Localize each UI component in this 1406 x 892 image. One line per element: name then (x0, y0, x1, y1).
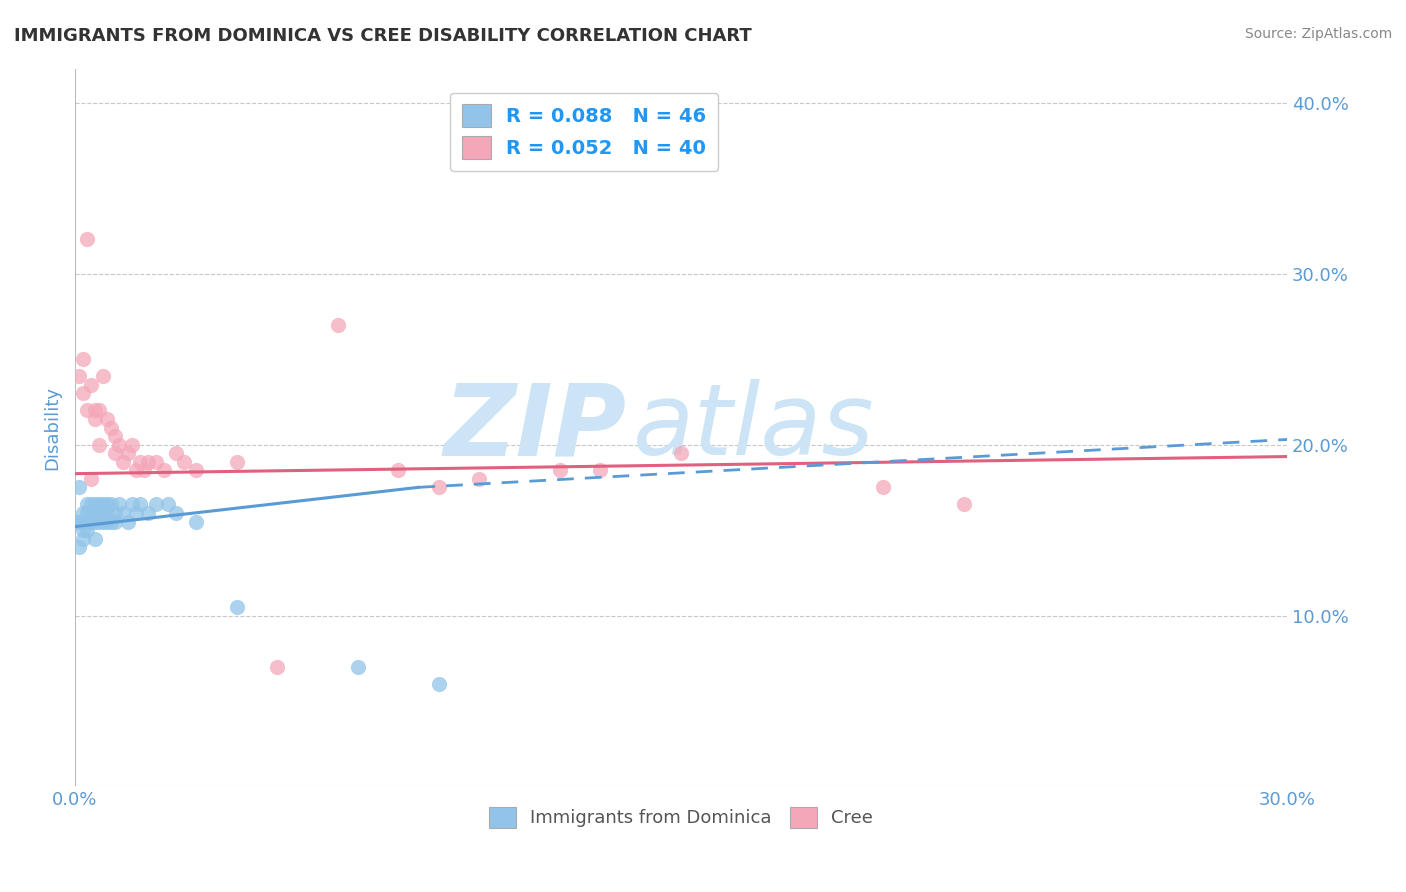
Point (186, 463, 208, 477)
Point (121, 437, 143, 451)
Text: atlas: atlas (633, 379, 875, 476)
Point (89, 506, 111, 520)
Point (80, 515, 103, 529)
Point (165, 506, 187, 520)
Point (669, 446, 692, 460)
Point (91, 497, 114, 511)
Point (84, 412, 107, 426)
Text: Source: ZipAtlas.com: Source: ZipAtlas.com (1244, 27, 1392, 41)
Text: ZIP: ZIP (443, 379, 627, 476)
Point (117, 446, 139, 460)
Point (80, 472, 103, 486)
Point (91, 506, 114, 520)
Point (124, 463, 146, 477)
Point (104, 506, 127, 520)
Point (84, 497, 107, 511)
Point (67, 515, 90, 529)
Point (67, 480, 90, 494)
Point (72, 352, 94, 367)
Point (387, 463, 409, 477)
Point (84, 506, 107, 520)
Point (225, 455, 247, 469)
Point (76, 403, 98, 417)
Point (84, 532, 107, 546)
Point (96, 515, 118, 529)
Point (67, 540, 90, 554)
Point (104, 446, 127, 460)
Point (91, 369, 114, 384)
Point (89, 497, 111, 511)
Point (100, 497, 122, 511)
Point (427, 480, 450, 494)
Point (173, 455, 195, 469)
Point (186, 515, 208, 529)
Point (80, 515, 103, 529)
Point (132, 463, 155, 477)
Point (128, 455, 150, 469)
Point (121, 497, 143, 511)
Point (72, 523, 94, 537)
Point (136, 506, 159, 520)
Y-axis label: Disability: Disability (44, 385, 60, 469)
Point (72, 386, 94, 401)
Point (108, 437, 131, 451)
Point (91, 515, 114, 529)
Point (89, 437, 111, 451)
Point (84, 403, 107, 417)
Point (100, 515, 122, 529)
Point (346, 660, 368, 674)
Point (104, 515, 127, 529)
Point (76, 523, 98, 537)
Point (468, 472, 491, 486)
Point (72, 532, 94, 546)
Point (96, 506, 118, 520)
Point (124, 506, 146, 520)
Point (225, 599, 247, 614)
Point (953, 497, 976, 511)
Point (128, 497, 150, 511)
Point (266, 660, 288, 674)
Point (76, 232, 98, 246)
Point (145, 455, 167, 469)
Point (108, 497, 131, 511)
Point (548, 463, 571, 477)
Legend: Immigrants from Dominica, Cree: Immigrants from Dominica, Cree (482, 799, 880, 835)
Point (112, 455, 135, 469)
Point (145, 497, 167, 511)
Text: IMMIGRANTS FROM DOMINICA VS CREE DISABILITY CORRELATION CHART: IMMIGRANTS FROM DOMINICA VS CREE DISABIL… (14, 27, 752, 45)
Point (89, 515, 111, 529)
Point (872, 480, 894, 494)
Point (72, 506, 94, 520)
Point (153, 463, 176, 477)
Point (72, 515, 94, 529)
Point (136, 455, 159, 469)
Point (76, 497, 98, 511)
Point (589, 463, 612, 477)
Point (80, 497, 103, 511)
Point (112, 506, 135, 520)
Point (80, 506, 103, 520)
Point (96, 412, 118, 426)
Point (84, 515, 107, 529)
Point (427, 677, 450, 691)
Point (104, 429, 127, 443)
Point (117, 515, 139, 529)
Point (156, 497, 179, 511)
Point (326, 318, 349, 332)
Point (96, 497, 118, 511)
Point (165, 446, 187, 460)
Point (67, 369, 90, 384)
Point (89, 403, 111, 417)
Point (100, 420, 122, 434)
Point (80, 377, 103, 392)
Point (76, 506, 98, 520)
Point (66, 515, 89, 529)
